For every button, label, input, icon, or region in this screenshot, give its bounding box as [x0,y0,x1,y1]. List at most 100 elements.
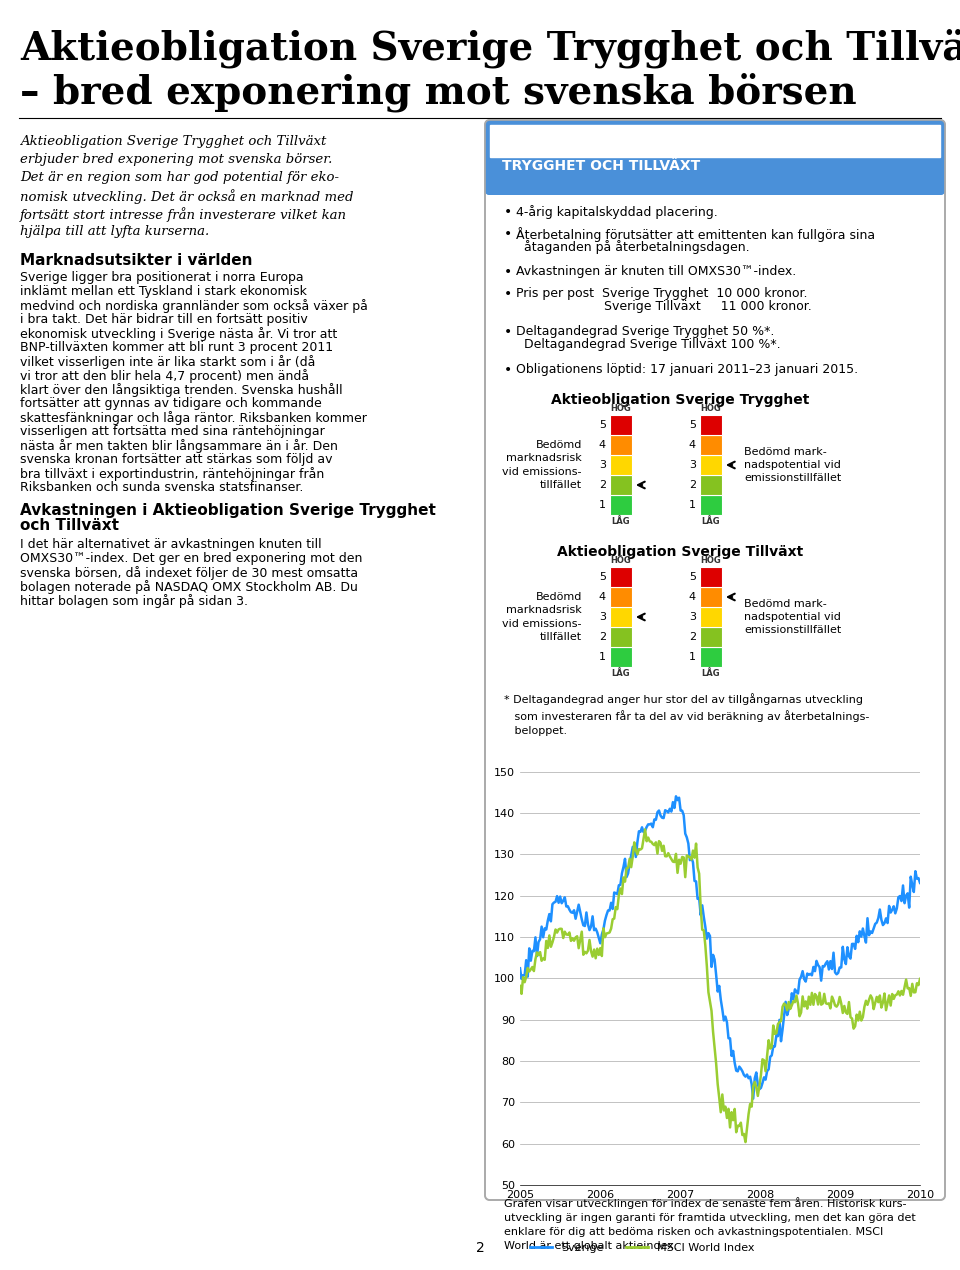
Text: •: • [504,227,513,241]
Text: AKTIEOBLIGATION SVERIGE
TRYGGHET OCH TILLVÄXT: AKTIEOBLIGATION SVERIGE TRYGGHET OCH TIL… [502,138,715,173]
Text: 4: 4 [599,439,606,450]
Text: HÖG: HÖG [611,404,632,413]
Text: skattesfänkningar och låga räntor. Riksbanken kommer: skattesfänkningar och låga räntor. Riksb… [20,411,367,425]
Text: fortsätt stort intresse från investerare vilket kan: fortsätt stort intresse från investerare… [20,207,347,222]
Text: Bedömd mark-
nadspotential vid
emissionstillfället: Bedömd mark- nadspotential vid emissions… [744,598,841,635]
Bar [610,646,632,667]
Text: och Tillväxt: och Tillväxt [20,518,119,533]
Text: LÅG: LÅG [612,669,631,678]
Bar [610,587,632,607]
Bar [700,607,722,627]
Text: 5: 5 [599,572,606,582]
Bar [700,475,722,495]
Bar [700,436,722,455]
Text: 3: 3 [689,460,696,470]
Text: HÖG: HÖG [701,556,721,565]
Text: 5: 5 [689,572,696,582]
Bar [700,587,722,607]
Text: 2: 2 [599,480,606,490]
Bar [610,415,632,436]
Bar [700,495,722,516]
Bar [610,495,632,516]
Text: Avkastningen är knuten till OMXS30™-index.: Avkastningen är knuten till OMXS30™-inde… [516,265,796,278]
Bar [610,455,632,475]
Text: HÖG: HÖG [611,556,632,565]
Text: 5: 5 [599,420,606,431]
Text: vi tror att den blir hela 4,7 procent) men ändå: vi tror att den blir hela 4,7 procent) m… [20,370,309,384]
Text: Bedömd
marknadsrisk
vid emissions-
tillfället: Bedömd marknadsrisk vid emissions- tillf… [502,592,582,641]
Text: medvind och nordiska grannländer som också växer på: medvind och nordiska grannländer som ock… [20,298,368,312]
Text: •: • [504,325,513,339]
Text: ekonomisk utveckling i Sverige nästa år. Vi tror att: ekonomisk utveckling i Sverige nästa år.… [20,326,337,340]
Text: Obligationens löptid: 17 januari 2011–23 januari 2015.: Obligationens löptid: 17 januari 2011–23… [516,363,858,376]
Text: åtaganden på återbetalningsdagen.: åtaganden på återbetalningsdagen. [516,240,750,254]
Text: Avkastningen i Aktieobligation Sverige Trygghet: Avkastningen i Aktieobligation Sverige T… [20,503,436,518]
Text: Bedömd
marknadsrisk
vid emissions-
tillfället: Bedömd marknadsrisk vid emissions- tillf… [502,441,582,490]
Text: 2: 2 [599,632,606,643]
Bar [610,475,632,495]
Text: Marknadsutsikter i världen: Marknadsutsikter i världen [20,253,252,268]
Text: svenska börsen, då indexet följer de 30 mest omsatta: svenska börsen, då indexet följer de 30 … [20,566,358,580]
Text: 4: 4 [599,592,606,602]
Text: LÅG: LÅG [702,669,720,678]
Text: 3: 3 [689,612,696,622]
Bar [700,566,722,587]
Text: 1: 1 [599,652,606,662]
Text: LÅG: LÅG [702,517,720,526]
Text: Deltagandegrad Sverige Trygghet 50 %*.: Deltagandegrad Sverige Trygghet 50 %*. [516,325,775,338]
Text: hittar bolagen som ingår på sidan 3.: hittar bolagen som ingår på sidan 3. [20,594,248,608]
Text: OMXS30™-index. Det ger en bred exponering mot den: OMXS30™-index. Det ger en bred exponerin… [20,552,362,565]
Text: 2: 2 [475,1241,485,1255]
Text: visserligen att fortsätta med sina räntehöjningar: visserligen att fortsätta med sina ränte… [20,425,324,438]
Text: Aktieobligation Sverige Trygghet och Tillväxt: Aktieobligation Sverige Trygghet och Til… [20,135,326,149]
Text: •: • [504,204,513,218]
Text: 4: 4 [689,592,696,602]
Bar [610,566,632,587]
Bar [610,627,632,646]
Text: Aktieobligation Sverige Tillväxt: Aktieobligation Sverige Tillväxt [557,545,804,559]
Bar [700,627,722,646]
Text: Grafen visar utvecklingen för index de senaste fem åren. Historisk kurs-
utveckl: Grafen visar utvecklingen för index de s… [504,1198,916,1251]
Bar [610,436,632,455]
Text: fortsätter att gynnas av tidigare och kommande: fortsätter att gynnas av tidigare och ko… [20,398,322,410]
Text: 3: 3 [599,460,606,470]
Text: klart över den långsiktiga trenden. Svenska hushåll: klart över den långsiktiga trenden. Sven… [20,384,343,398]
Text: •: • [504,265,513,279]
Text: 1: 1 [689,652,696,662]
Text: hjälpa till att lyfta kurserna.: hjälpa till att lyfta kurserna. [20,225,209,237]
Text: bra tillväxt i exportindustrin, räntehöjningar från: bra tillväxt i exportindustrin, räntehöj… [20,467,324,481]
Text: 2: 2 [689,480,696,490]
Text: erbjuder bred exponering mot svenska börser.: erbjuder bred exponering mot svenska bör… [20,152,332,166]
Text: Sverige Tillväxt     11 000 kronor.: Sverige Tillväxt 11 000 kronor. [516,300,812,312]
Bar [610,607,632,627]
FancyBboxPatch shape [485,119,945,196]
Text: 1: 1 [599,500,606,511]
Text: 3: 3 [599,612,606,622]
Text: bolagen noterade på NASDAQ OMX Stockholm AB. Du: bolagen noterade på NASDAQ OMX Stockholm… [20,580,358,594]
Text: nomisk utveckling. Det är också en marknad med: nomisk utveckling. Det är också en markn… [20,189,353,204]
Text: svenska kronan fortsätter att stärkas som följd av: svenska kronan fortsätter att stärkas so… [20,453,332,466]
Text: i bra takt. Det här bidrar till en fortsätt positiv: i bra takt. Det här bidrar till en forts… [20,312,308,326]
FancyBboxPatch shape [485,119,945,196]
Bar [700,646,722,667]
Text: 4: 4 [689,439,696,450]
Text: Riksbanken och sunda svenska statsfinanser.: Riksbanken och sunda svenska statsfinans… [20,481,303,494]
Text: 2: 2 [689,632,696,643]
Bar [490,124,940,157]
Bar [700,455,722,475]
Text: Sverige ligger bra positionerat i norra Europa: Sverige ligger bra positionerat i norra … [20,271,303,284]
Text: vilket visserligen inte är lika starkt som i år (då: vilket visserligen inte är lika starkt s… [20,356,316,370]
Text: Bedömd mark-
nadspotential vid
emissionstillfället: Bedömd mark- nadspotential vid emissions… [744,447,841,483]
Text: Aktieobligation Sverige Trygghet och Tillväxt: Aktieobligation Sverige Trygghet och Til… [20,28,960,67]
Text: – bred exponering mot svenska börsen: – bred exponering mot svenska börsen [20,72,856,112]
Text: Det är en region som har god potential för eko-: Det är en region som har god potential f… [20,171,339,184]
Text: I det här alternativet är avkastningen knuten till: I det här alternativet är avkastningen k… [20,538,322,551]
Text: LÅG: LÅG [612,517,631,526]
Text: inklämt mellan ett Tyskland i stark ekonomisk: inklämt mellan ett Tyskland i stark ekon… [20,284,307,298]
Text: 5: 5 [689,420,696,431]
FancyBboxPatch shape [485,119,945,1200]
Text: * Deltagandegrad anger hur stor del av tillgångarnas utveckling
   som investera: * Deltagandegrad anger hur stor del av t… [504,693,870,735]
Text: Återbetalning förutsätter att emittenten kan fullgöra sina: Återbetalning förutsätter att emittenten… [516,227,876,243]
Text: 1: 1 [689,500,696,511]
Text: Pris per post  Sverige Trygghet  10 000 kronor.: Pris per post Sverige Trygghet 10 000 kr… [516,287,807,300]
